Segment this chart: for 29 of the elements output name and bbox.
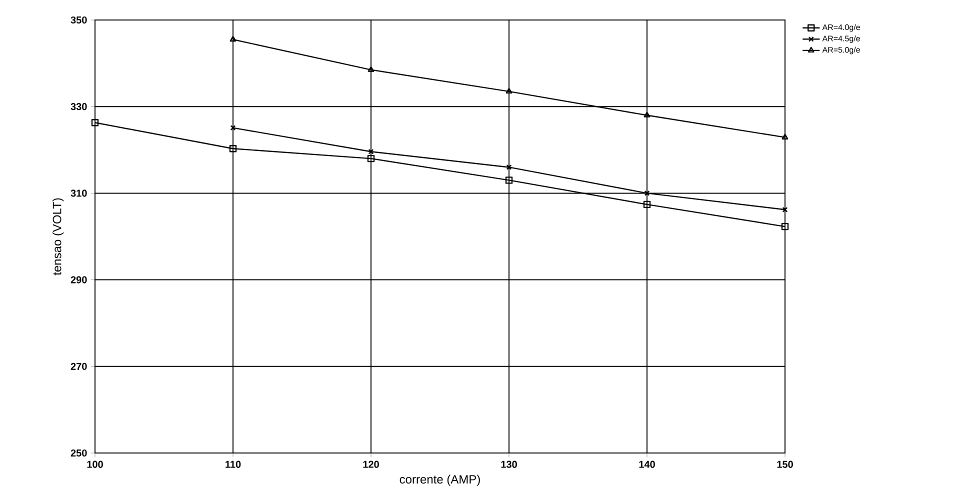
point [505, 176, 513, 184]
y-tick-label: 330 [70, 103, 87, 110]
x-tick-label: 100 [87, 460, 103, 468]
y-tick-label: 250 [70, 449, 87, 457]
x-tick-label: 130 [501, 460, 517, 468]
point [368, 148, 374, 154]
y-axis-title: tensao (VOLT) [52, 198, 64, 276]
point [644, 112, 650, 118]
y-tick-label: 350 [70, 16, 87, 24]
x-tick-label: 150 [777, 460, 793, 468]
point [368, 66, 374, 72]
x-axis-title: corrente (AMP) [400, 474, 480, 486]
legend-label: AR=4.0g/e [822, 24, 860, 32]
point [367, 154, 375, 162]
y-tick-label: 290 [70, 276, 87, 284]
x-tick-label: 120 [363, 460, 379, 468]
legend-label: AR=4.5g/e [822, 35, 860, 43]
x-tick-label: 140 [639, 460, 655, 468]
point [644, 190, 650, 196]
y-tick-label: 310 [70, 190, 87, 197]
point [506, 164, 512, 170]
y-tick-label: 270 [70, 362, 87, 370]
point [781, 222, 789, 230]
point [506, 88, 512, 94]
point [643, 200, 651, 208]
legend-label: AR=5.0g/e [822, 46, 860, 54]
x-tick-label: 110 [226, 460, 241, 468]
point [91, 119, 99, 126]
point [229, 145, 237, 152]
